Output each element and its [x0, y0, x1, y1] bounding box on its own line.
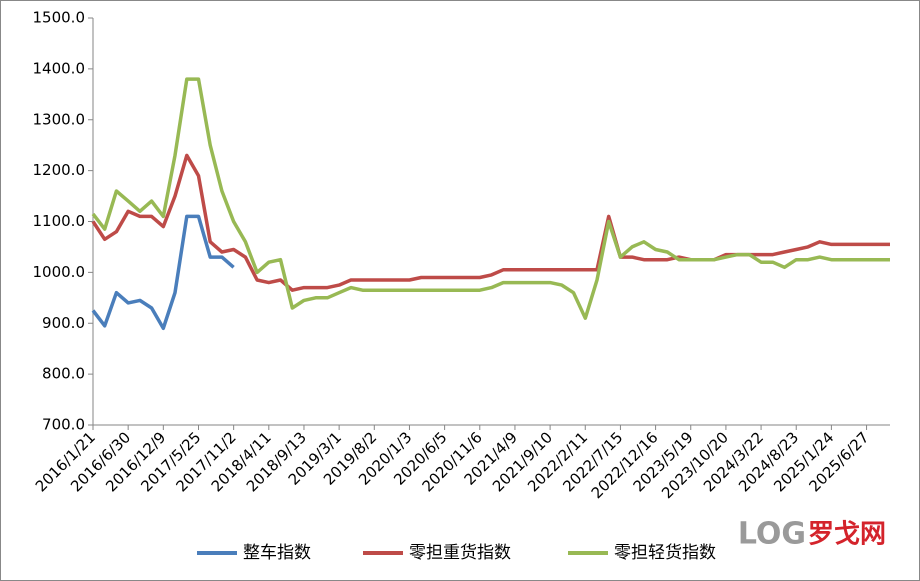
series-line — [91, 77, 890, 320]
legend-label: 零担重货指数 — [409, 543, 511, 563]
y-tick-label: 1200.0 — [33, 161, 86, 179]
series-line — [91, 214, 235, 331]
legend-label: 整车指数 — [243, 543, 311, 563]
y-tick-label: 1400.0 — [33, 59, 86, 77]
y-tick-label: 900.0 — [42, 314, 85, 332]
watermark-mark: LOG — [738, 517, 806, 552]
y-tick-label: 800.0 — [42, 365, 85, 383]
y-tick-label: 1100.0 — [33, 212, 86, 230]
y-tick-label: 1000.0 — [33, 263, 86, 281]
y-tick-label: 700.0 — [42, 416, 85, 434]
legend-label: 零担轻货指数 — [614, 543, 716, 563]
y-tick-label: 1500.0 — [33, 9, 86, 27]
y-tick-label: 1300.0 — [33, 110, 86, 128]
series-line — [91, 153, 890, 292]
watermark-name: 罗戈网 — [808, 520, 886, 550]
